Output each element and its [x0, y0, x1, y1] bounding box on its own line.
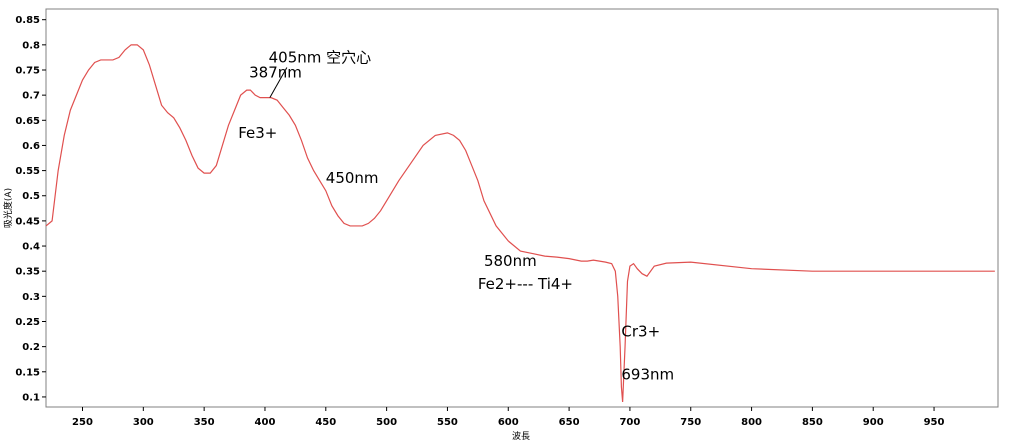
y-tick-label: 0.8	[22, 40, 40, 51]
y-tick-label: 0.3	[22, 292, 40, 303]
x-tick-label: 250	[72, 417, 93, 428]
x-tick-label: 500	[376, 417, 397, 428]
x-tick-label: 300	[133, 417, 154, 428]
x-tick-label: 650	[559, 417, 580, 428]
y-tick-label: 0.55	[15, 166, 40, 177]
y-tick-label: 0.5	[22, 191, 40, 202]
y-tick-label: 0.65	[15, 116, 40, 127]
annotation-label: 405nm 空穴心	[269, 48, 372, 66]
x-tick-label: 950	[924, 417, 945, 428]
annotation-label: 387nm	[249, 64, 302, 82]
annotation-label: 580nm	[484, 252, 537, 270]
x-tick-label: 850	[802, 417, 823, 428]
plot-frame	[45, 8, 999, 408]
y-tick-label: 0.75	[15, 65, 40, 76]
y-tick-label: 0.85	[15, 15, 40, 26]
y-tick-label: 0.1	[22, 392, 40, 403]
x-tick-label: 450	[315, 417, 336, 428]
x-tick-label: 750	[680, 417, 701, 428]
y-tick-label: 0.15	[15, 367, 40, 378]
y-tick-label: 0.6	[22, 141, 40, 152]
y-tick-label: 0.7	[22, 91, 40, 102]
annotation-leader-line	[269, 67, 288, 98]
y-tick-label: 0.25	[15, 317, 40, 328]
x-tick-label: 600	[498, 417, 519, 428]
annotation-label: 693nm	[621, 365, 674, 383]
absorbance-line	[45, 44, 995, 403]
x-tick-label: 550	[437, 417, 458, 428]
x-tick-label: 800	[741, 417, 762, 428]
x-tick-label: 900	[863, 417, 884, 428]
x-tick-label: 700	[619, 417, 640, 428]
x-tick-label: 400	[255, 417, 276, 428]
x-axis-title: 波長	[512, 430, 530, 442]
annotation-label: Cr3+	[621, 323, 660, 341]
annotation-label: 450nm	[326, 169, 379, 187]
y-axis-title: 吸光度(A)	[2, 188, 14, 228]
annotation-label: Fe2+--- Ti4+	[478, 275, 573, 293]
y-tick-label: 0.45	[15, 216, 40, 227]
y-tick-label: 0.35	[15, 267, 40, 278]
x-tick-label: 350	[194, 417, 215, 428]
y-tick-label: 0.2	[22, 342, 40, 353]
annotation-label: Fe3+	[238, 124, 277, 142]
y-tick-label: 0.4	[22, 242, 40, 253]
